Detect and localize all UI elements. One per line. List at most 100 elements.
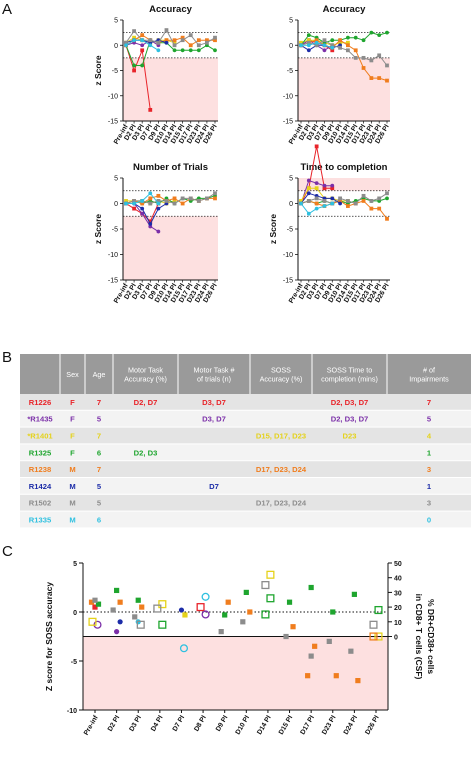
data-point bbox=[377, 196, 382, 201]
data-point bbox=[196, 199, 201, 203]
data-point bbox=[188, 33, 193, 38]
data-point bbox=[385, 63, 389, 68]
csf-point bbox=[369, 620, 378, 629]
zscore-point bbox=[139, 604, 145, 610]
data-point bbox=[306, 40, 311, 45]
panel-c-letter: C bbox=[2, 543, 13, 560]
data-point bbox=[132, 38, 136, 43]
zscore-point bbox=[308, 653, 314, 659]
y-tick-label: -10 bbox=[283, 252, 293, 259]
data-point bbox=[338, 196, 342, 201]
table-row: R1424 M 5 D7 1 bbox=[20, 478, 471, 494]
data-point bbox=[148, 219, 153, 224]
csf-point bbox=[201, 592, 210, 601]
table-cell: M bbox=[69, 499, 75, 508]
table-cell: 5 bbox=[427, 415, 432, 424]
data-point bbox=[180, 48, 185, 53]
table-cell: 0 bbox=[427, 516, 431, 525]
data-point bbox=[213, 191, 217, 196]
data-point bbox=[124, 199, 128, 203]
table-row: R1325 F 6 D2, D3 1 bbox=[20, 444, 471, 461]
series-4 bbox=[299, 30, 389, 48]
table-cell: R1238 bbox=[29, 465, 51, 474]
y-tick-label: 5 bbox=[289, 18, 293, 25]
data-point bbox=[330, 43, 335, 48]
csf-point bbox=[88, 617, 97, 626]
data-point bbox=[330, 45, 335, 50]
data-point bbox=[299, 201, 303, 206]
csf-point bbox=[374, 632, 383, 641]
chart-title: Accuracy bbox=[149, 4, 192, 15]
panel-a-letter: A bbox=[2, 1, 12, 18]
table-cell: R1502 bbox=[29, 499, 51, 508]
table-cell: D2, D3, D7 bbox=[331, 415, 369, 424]
table-cell: F bbox=[70, 415, 75, 424]
table-cell: *R1401 bbox=[27, 432, 53, 441]
zscore-point bbox=[132, 614, 138, 620]
csf-point bbox=[136, 620, 145, 629]
data-point bbox=[346, 48, 350, 53]
data-point bbox=[322, 186, 327, 191]
x-tick-label: D14 PI bbox=[256, 714, 273, 736]
table-cell: 5 bbox=[97, 482, 102, 491]
table-row-bg bbox=[20, 394, 471, 410]
data-point bbox=[338, 45, 342, 50]
impairment-shading bbox=[83, 636, 388, 710]
data-point bbox=[306, 211, 311, 216]
y-tick-label: 5 bbox=[114, 176, 118, 183]
data-point bbox=[140, 206, 145, 211]
data-point bbox=[188, 196, 193, 201]
table-cell: D15, D17, D23 bbox=[256, 432, 306, 441]
zscore-point bbox=[182, 612, 188, 618]
data-point bbox=[124, 40, 128, 45]
data-point bbox=[132, 63, 136, 68]
data-point bbox=[180, 201, 185, 206]
y-tick-label: -15 bbox=[108, 278, 118, 285]
table-cell: 5 bbox=[97, 499, 102, 508]
data-point bbox=[213, 196, 217, 201]
y-tick-label: 5 bbox=[289, 176, 293, 183]
table-cell: F bbox=[70, 398, 75, 407]
table-cell: M bbox=[69, 482, 75, 491]
x-tick-label: D10 PI bbox=[235, 714, 252, 736]
table-header-cell: # of Impairments bbox=[409, 366, 449, 384]
table-cell: R1325 bbox=[29, 448, 52, 457]
data-point bbox=[377, 33, 382, 38]
data-point bbox=[172, 201, 177, 206]
data-point bbox=[377, 53, 382, 58]
zscore-point bbox=[312, 643, 318, 649]
csf-point bbox=[266, 570, 275, 579]
y-tick-label: -5 bbox=[71, 659, 77, 666]
table-row: R1335 M 6 0 bbox=[20, 511, 471, 528]
table-row: R1226 F 7 D2, D7 D3, D7 D2, D3, D7 7 bbox=[20, 394, 471, 410]
table-cell: D23 bbox=[343, 432, 357, 441]
data-point bbox=[314, 144, 319, 149]
data-point bbox=[361, 193, 366, 198]
data-point bbox=[346, 43, 350, 48]
data-point bbox=[338, 199, 342, 203]
data-point bbox=[196, 43, 201, 48]
table-cell: 1 bbox=[427, 448, 432, 457]
y-tick-label: -5 bbox=[287, 227, 293, 234]
data-point bbox=[140, 48, 145, 53]
data-point bbox=[148, 196, 153, 201]
table-cell: D17, D23, D24 bbox=[256, 465, 307, 474]
data-point bbox=[314, 206, 319, 211]
data-point bbox=[124, 43, 128, 48]
impairments-table: Sex Age Motor Task Accuracy (%) Motor Task #… bbox=[20, 354, 471, 529]
data-point bbox=[314, 43, 319, 48]
series-7 bbox=[124, 28, 217, 48]
y-tick-label: 5 bbox=[114, 18, 118, 25]
data-point bbox=[385, 216, 389, 221]
data-point bbox=[196, 38, 201, 43]
y-tick-label: -5 bbox=[287, 68, 293, 75]
data-point bbox=[148, 191, 153, 196]
data-point bbox=[314, 196, 319, 201]
data-point bbox=[330, 201, 335, 206]
table-cell: 3 bbox=[427, 499, 431, 508]
data-point bbox=[306, 186, 311, 191]
impairment-shading bbox=[123, 216, 218, 280]
x-tick-label: D7 PI bbox=[172, 714, 187, 732]
data-point bbox=[314, 38, 319, 43]
data-point bbox=[338, 40, 342, 45]
